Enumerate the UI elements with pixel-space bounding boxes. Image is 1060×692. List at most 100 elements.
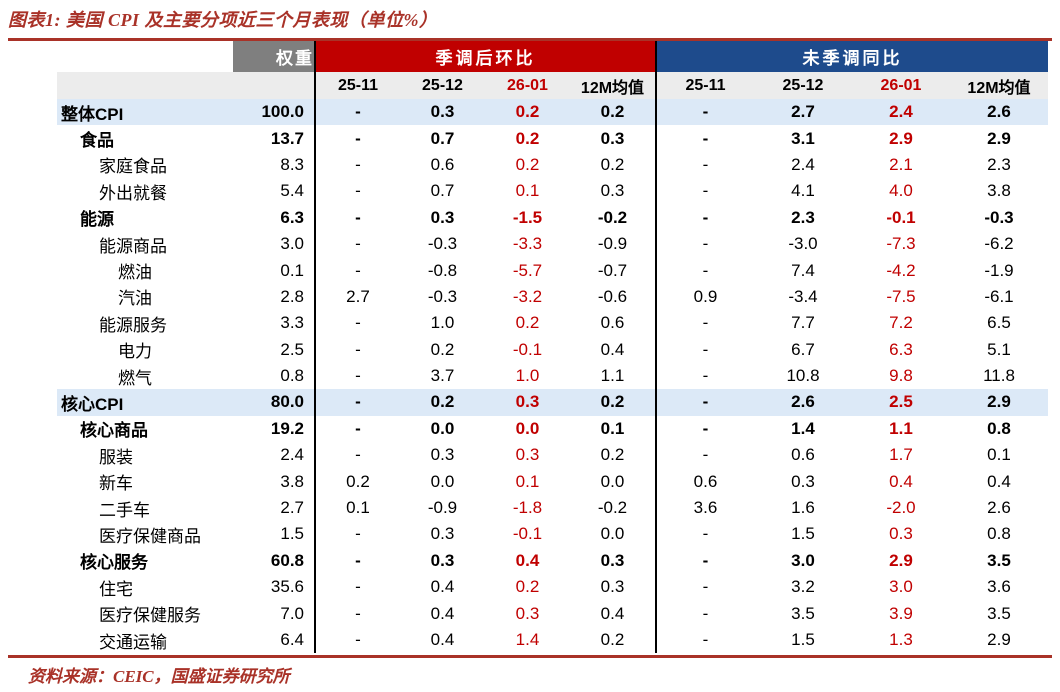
value-cell-mom-25-11: 0.2 (314, 468, 400, 495)
value-cell-mom-12M均值: 0.4 (600, 603, 625, 623)
weight-cell: 0.8 (280, 366, 304, 386)
value-cell-mom-26-01: 0.1 (515, 181, 540, 201)
value-cell-mom-12M均值: 0.2 (600, 154, 625, 174)
table-row: 医疗保健服务 7.0-0.4 0.3 0.4-3.5 3.9 3.5 (57, 600, 1048, 627)
value-cell-yoy-25-11: - (655, 600, 754, 627)
value-cell-mom-25-11: - (314, 626, 400, 654)
value-cell-yoy-26-01: 3.9 (889, 603, 913, 623)
subheader-yoy-25-12: 25-12 (754, 72, 852, 99)
value-cell-mom-25-11: - (314, 310, 400, 337)
value-cell-yoy-26-01: 1.7 (889, 445, 913, 465)
value-cell-mom-25-11: - (314, 415, 400, 443)
value-cell-yoy-25-11: 0.6 (655, 468, 754, 495)
value-cell-mom-26-01: -3.2 (512, 286, 543, 306)
value-cell-yoy-12M均值: 6.5 (987, 313, 1011, 333)
value-cell-yoy-12M均值: 0.8 (987, 524, 1011, 544)
value-cell-yoy-26-01: -0.1 (886, 207, 916, 227)
value-cell-yoy-25-12: 7.7 (791, 313, 815, 333)
value-cell-mom-25-12: 0.4 (430, 577, 455, 597)
value-cell-mom-25-11: - (314, 257, 400, 284)
value-cell-mom-25-11: - (314, 230, 400, 258)
value-cell-yoy-12M均值: 0.4 (987, 471, 1011, 491)
weight-cell: 35.6 (270, 577, 304, 597)
table-row: 燃气 0.8-3.7 1.0 1.1-10.8 9.8 11.8 (57, 362, 1048, 390)
table-row: 家庭食品 8.3-0.6 0.2 0.2-2.4 2.1 2.3 (57, 151, 1048, 179)
weight-cell: 8.3 (280, 154, 304, 174)
table-row: 交通运输 6.4-0.4 1.4 0.2-1.5 1.3 2.9 (57, 626, 1048, 654)
weight-cell: 100.0 (233, 99, 315, 126)
value-cell-yoy-25-11: - (655, 362, 754, 390)
weight-cell: 6.4 (280, 630, 304, 649)
weight-cell: 0.1 (280, 260, 304, 280)
value-cell-yoy-26-01: 7.2 (889, 313, 913, 333)
value-cell-mom-25-11: - (314, 125, 400, 152)
value-cell-mom-12M均值: 0.0 (600, 524, 625, 544)
value-cell-yoy-12M均值: -6.2 (984, 234, 1014, 254)
row-label: 能源商品 (99, 236, 167, 256)
value-cell-yoy-25-12: 2.4 (791, 154, 815, 174)
row-label: 新车 (99, 474, 133, 494)
row-label: 电力 (118, 342, 152, 362)
value-cell-mom-25-12: 0.0 (430, 471, 455, 491)
value-cell-mom-26-01: 0.2 (485, 99, 570, 126)
value-cell-yoy-25-12: 1.5 (791, 630, 815, 649)
value-cell-mom-25-12: 0.3 (430, 550, 455, 570)
value-cell-mom-25-11: 0.1 (314, 494, 400, 522)
value-cell-mom-26-01: 0.2 (515, 313, 540, 333)
header-yoy-section: 未季调同比 (655, 41, 1048, 72)
value-cell-mom-25-12: 0.2 (430, 339, 455, 359)
value-cell-mom-25-12: 1.0 (430, 313, 455, 333)
value-cell-yoy-26-01: 1.3 (889, 630, 913, 649)
table-row: 服装 2.4-0.3 0.3 0.2-0.6 1.7 0.1 (57, 442, 1048, 469)
weight-cell: 13.7 (270, 128, 304, 148)
table-row: 核心CPI 80.0-0.2 0.3 0.2-2.6 2.5 2.9 (57, 389, 1048, 416)
value-cell-yoy-25-12: -3.4 (788, 286, 818, 306)
header-weight: 权重 (233, 41, 315, 72)
value-cell-yoy-25-11: 3.6 (655, 494, 754, 522)
row-label: 食品 (80, 131, 114, 151)
value-cell-yoy-25-11: - (655, 204, 754, 231)
value-cell-yoy-25-11: - (655, 336, 754, 363)
value-cell-mom-25-11: - (314, 574, 400, 601)
value-cell-mom-25-11: - (314, 389, 400, 416)
value-cell-yoy-12M均值: 2.6 (950, 99, 1048, 126)
weight-cell: 19.2 (270, 418, 304, 438)
header-row-sections: 权重 季调后环比 未季调同比 (57, 41, 1048, 72)
header-corner (57, 41, 233, 72)
value-cell-yoy-25-12: 10.8 (786, 366, 820, 386)
value-cell-mom-12M均值: 0.4 (600, 339, 625, 359)
value-cell-yoy-26-01: 2.4 (852, 99, 950, 126)
value-cell-yoy-25-11: - (655, 125, 754, 152)
value-cell-yoy-25-11: - (655, 547, 754, 575)
value-cell-mom-25-12: -0.9 (427, 498, 458, 518)
value-cell-mom-12M均值: 0.2 (570, 389, 656, 416)
value-cell-mom-25-12: 0.2 (400, 389, 485, 416)
table-row: 住宅 35.6-0.4 0.2 0.3-3.2 3.0 3.6 (57, 574, 1048, 601)
row-label: 外出就餐 (99, 183, 167, 203)
value-cell-mom-25-12: 0.7 (430, 128, 455, 148)
value-cell-mom-26-01: 1.4 (515, 630, 540, 649)
table-body: 整体CPI 100.0-0.3 0.2 0.2-2.7 2.4 2.6 食品 13.7-0.7… (57, 99, 1048, 654)
value-cell-mom-12M均值: 0.3 (600, 550, 625, 570)
value-cell-mom-26-01: 0.2 (515, 128, 540, 148)
value-cell-yoy-12M均值: 0.8 (987, 418, 1011, 438)
value-cell-mom-25-11: - (314, 178, 400, 205)
value-cell-mom-26-01: 0.3 (515, 445, 540, 465)
value-cell-yoy-25-12: 1.4 (791, 418, 815, 438)
value-cell-mom-26-01: 0.3 (515, 603, 540, 623)
value-cell-yoy-26-01: -7.3 (886, 234, 916, 254)
value-cell-mom-26-01: 1.0 (515, 366, 540, 386)
value-cell-mom-25-11: - (314, 521, 400, 548)
value-cell-yoy-26-01: 2.1 (889, 154, 913, 174)
row-label: 整体CPI (57, 99, 233, 126)
figure-title: 图表1: 美国 CPI 及主要分项近三个月表现（单位%） (8, 10, 438, 30)
bottom-rule (8, 655, 1052, 658)
value-cell-mom-25-12: 0.6 (430, 154, 455, 174)
value-cell-yoy-26-01: 0.3 (889, 524, 913, 544)
value-cell-mom-25-12: 0.3 (400, 99, 485, 126)
row-label: 住宅 (99, 579, 133, 599)
value-cell-yoy-26-01: 6.3 (889, 339, 913, 359)
table-row: 燃油 0.1- -0.8 -5.7 -0.7-7.4 -4.2 -1.9 (57, 257, 1048, 284)
value-cell-yoy-25-12: 6.7 (791, 339, 815, 359)
value-cell-mom-25-11: 2.7 (314, 283, 400, 311)
